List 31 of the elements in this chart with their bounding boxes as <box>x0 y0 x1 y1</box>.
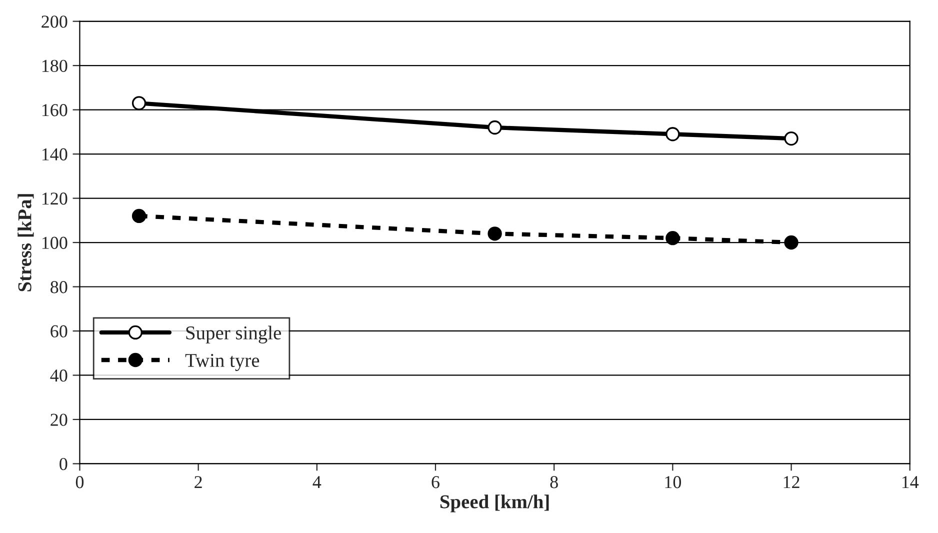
y-tick-label: 160 <box>42 104 68 116</box>
y-tick-label: 20 <box>50 414 68 426</box>
point <box>784 131 798 146</box>
y-tick-label: 120 <box>42 192 68 205</box>
x-tick-label: 4 <box>312 476 322 488</box>
point <box>488 120 502 135</box>
y-tick-label: 80 <box>50 281 68 294</box>
y-tick-label: 100 <box>42 236 68 249</box>
x-tick-label: 14 <box>902 476 919 488</box>
x-axis-title: Speed [km/h] <box>440 494 549 512</box>
x-tick-label: 8 <box>550 476 558 488</box>
y-tick-label: 200 <box>42 16 68 28</box>
y-tick-label: 0 <box>60 458 68 470</box>
point <box>132 96 146 110</box>
y-axis-title: Stress [kPa] <box>18 194 34 292</box>
point <box>666 231 680 246</box>
point <box>784 235 798 250</box>
x-tick-label: 6 <box>432 476 440 488</box>
y-tick-label: 140 <box>42 148 68 160</box>
y-tick-label: 60 <box>50 325 68 338</box>
legend-label: Super single <box>186 326 281 344</box>
y-tick-label: 180 <box>42 60 68 72</box>
legend-label: Twin tyre <box>185 354 260 372</box>
point <box>132 208 146 224</box>
y-tick-label: 40 <box>50 369 68 382</box>
x-tick-label: 2 <box>194 476 202 488</box>
x-tick-label: 0 <box>76 476 84 488</box>
point <box>666 127 680 142</box>
point <box>488 226 502 241</box>
x-tick-label: 10 <box>665 476 682 488</box>
x-tick-label: 12 <box>784 476 800 488</box>
